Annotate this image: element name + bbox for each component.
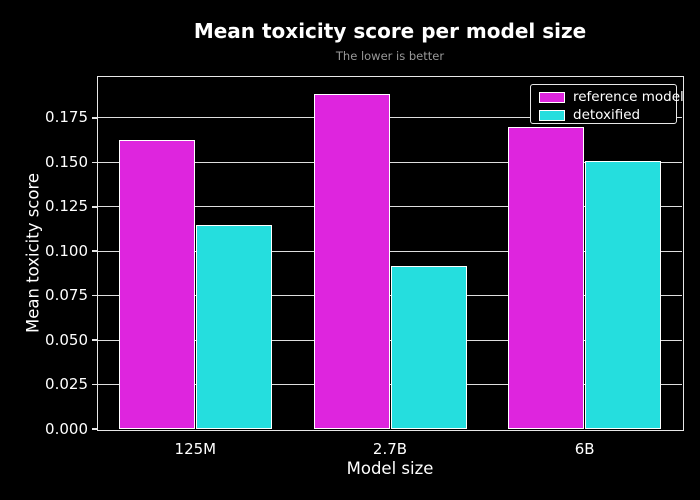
gridline [98, 161, 682, 163]
x-axis-label: Model size [346, 459, 434, 478]
y-tick-label: 0.150 [45, 152, 88, 171]
y-tick-mark [92, 339, 98, 341]
x-axis-tick-labels: 125M 2.7B 6B [98, 440, 682, 460]
bar-detoxified-6B [585, 160, 662, 429]
bar-reference-model-6B [508, 126, 585, 429]
y-tick-label: 0.025 [45, 375, 88, 394]
y-tick-mark [92, 250, 98, 252]
legend-item-detoxified: detoxified [539, 108, 676, 123]
x-tick-label-6B: 6B [574, 440, 595, 458]
legend-swatch-reference-model [539, 92, 565, 103]
y-tick-label: 0.100 [45, 241, 88, 260]
y-tick-label: 0.000 [45, 419, 88, 438]
gridline [98, 117, 682, 119]
y-tick-mark [92, 206, 98, 208]
y-axis-tick-labels: 0.000 0.025 0.050 0.075 0.100 0.125 0.150 0.175 [28, 77, 88, 437]
y-tick-mark [92, 383, 98, 386]
legend: reference model detoxified [530, 84, 684, 124]
y-tick-mark [92, 117, 98, 119]
y-tick-label: 0.125 [45, 197, 88, 216]
bar-detoxified-2.7B [390, 266, 467, 429]
gridline [98, 384, 682, 386]
legend-label-reference-model: reference model [573, 89, 684, 105]
bar-detoxified-125M [195, 224, 272, 429]
gridline [98, 250, 682, 252]
y-tick-label: 0.175 [45, 108, 88, 127]
legend-label-detoxified: detoxified [573, 107, 641, 123]
bar-reference-model-2.7B [313, 94, 390, 429]
bar-reference-model-125M [118, 139, 195, 429]
y-axis-tick-marks [92, 77, 98, 430]
y-tick-mark [92, 428, 98, 430]
y-tick-mark [92, 161, 98, 164]
chart-subtitle: The lower is better [335, 49, 445, 63]
legend-item-reference-model: reference model [539, 90, 684, 105]
gridline [98, 206, 682, 208]
plot-area: reference model detoxified [96, 75, 684, 431]
chart-title: Mean toxicity score per model size [193, 19, 587, 43]
y-tick-label: 0.050 [45, 330, 88, 349]
y-tick-mark [92, 294, 98, 297]
gridline [98, 339, 682, 341]
legend-swatch-detoxified [539, 110, 565, 121]
x-tick-label-2.7B: 2.7B [372, 440, 408, 458]
gridline [98, 295, 682, 297]
y-tick-label: 0.075 [45, 286, 88, 305]
x-tick-label-125M: 125M [174, 440, 217, 458]
